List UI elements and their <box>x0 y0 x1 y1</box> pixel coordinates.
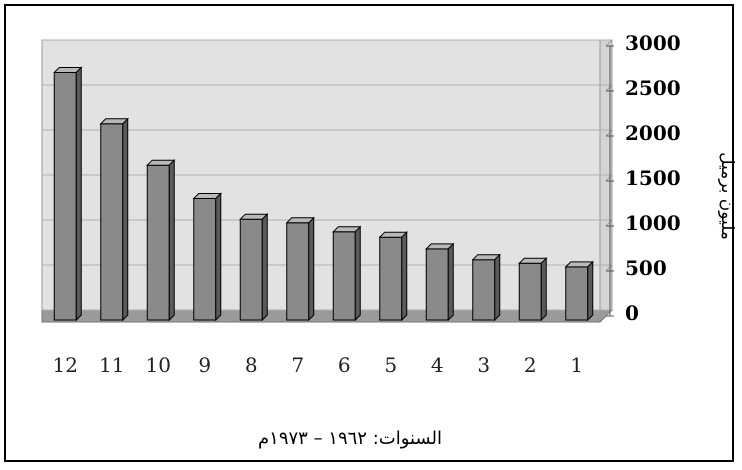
bar-front <box>146 164 170 321</box>
gridline-side <box>605 219 613 227</box>
bar-side <box>587 260 594 322</box>
bar <box>564 260 594 322</box>
x-tick-label: 11 <box>99 353 124 377</box>
bar <box>285 216 315 322</box>
x-tick-label: 10 <box>146 353 171 377</box>
y-tick-label: 3000 <box>625 31 681 55</box>
y-tick-label: 1000 <box>625 211 681 235</box>
bar <box>471 253 501 322</box>
x-axis-label: السنوات: ١٩٦٢ – ١٩٧٣م <box>258 428 442 449</box>
bar-side <box>540 257 547 322</box>
bar-side <box>308 216 315 322</box>
x-tick-label: 5 <box>384 353 397 377</box>
bar-front <box>565 266 589 321</box>
bar-side <box>261 212 268 322</box>
gridline-side <box>605 129 613 137</box>
x-axis-ticks: 12 11 10 9 8 7 6 5 4 3 2 1 <box>53 353 584 377</box>
x-tick-label: 7 <box>291 353 304 377</box>
gridline-side <box>605 39 613 47</box>
gridline-side <box>605 264 613 272</box>
x-tick-label: 1 <box>570 353 583 377</box>
bar <box>239 212 269 322</box>
bar-side <box>447 242 454 322</box>
bar-side <box>401 230 408 322</box>
y-tick-label: 2500 <box>625 76 681 100</box>
x-tick-label: 12 <box>53 353 78 377</box>
bars <box>53 66 594 322</box>
bar <box>146 158 176 322</box>
bar-side <box>75 66 82 322</box>
gridline-side <box>605 84 613 92</box>
bar <box>192 192 222 322</box>
bar-front <box>193 198 217 321</box>
y-tick-label: 500 <box>625 256 667 280</box>
x-tick-label: 4 <box>431 353 444 377</box>
gridline-side <box>605 174 613 182</box>
bar <box>425 242 455 322</box>
bar-front <box>239 218 263 321</box>
bar-front <box>472 259 496 321</box>
bar <box>332 225 362 322</box>
y-tick-label: 2000 <box>625 121 681 145</box>
x-tick-label: 9 <box>198 353 211 377</box>
y-tick-label: 0 <box>625 301 639 325</box>
bar <box>53 66 83 322</box>
y-axis-label: مليون برميل <box>717 152 737 240</box>
x-tick-label: 6 <box>338 353 351 377</box>
gridline-side <box>605 309 613 317</box>
bar-front <box>425 248 449 321</box>
bar-side <box>215 192 222 322</box>
bar-front <box>100 123 124 321</box>
gridlines <box>42 39 613 317</box>
bar <box>378 230 408 322</box>
bar-side <box>122 117 129 322</box>
x-tick-label: 2 <box>524 353 537 377</box>
bar-front <box>518 262 542 321</box>
y-tick-label: 1500 <box>625 166 681 190</box>
bar <box>518 257 548 322</box>
bar-front <box>379 236 403 321</box>
bar-side <box>494 253 501 322</box>
bar <box>99 117 129 322</box>
x-tick-label: 8 <box>245 353 258 377</box>
bar-side <box>168 158 175 322</box>
bar-front <box>286 222 310 321</box>
bar-front <box>332 231 356 321</box>
y-axis-ticks: 0 500 1000 1500 2000 2500 3000 <box>606 31 681 325</box>
bar-side <box>354 225 361 322</box>
x-tick-label: 3 <box>477 353 490 377</box>
bar-front <box>53 72 77 321</box>
